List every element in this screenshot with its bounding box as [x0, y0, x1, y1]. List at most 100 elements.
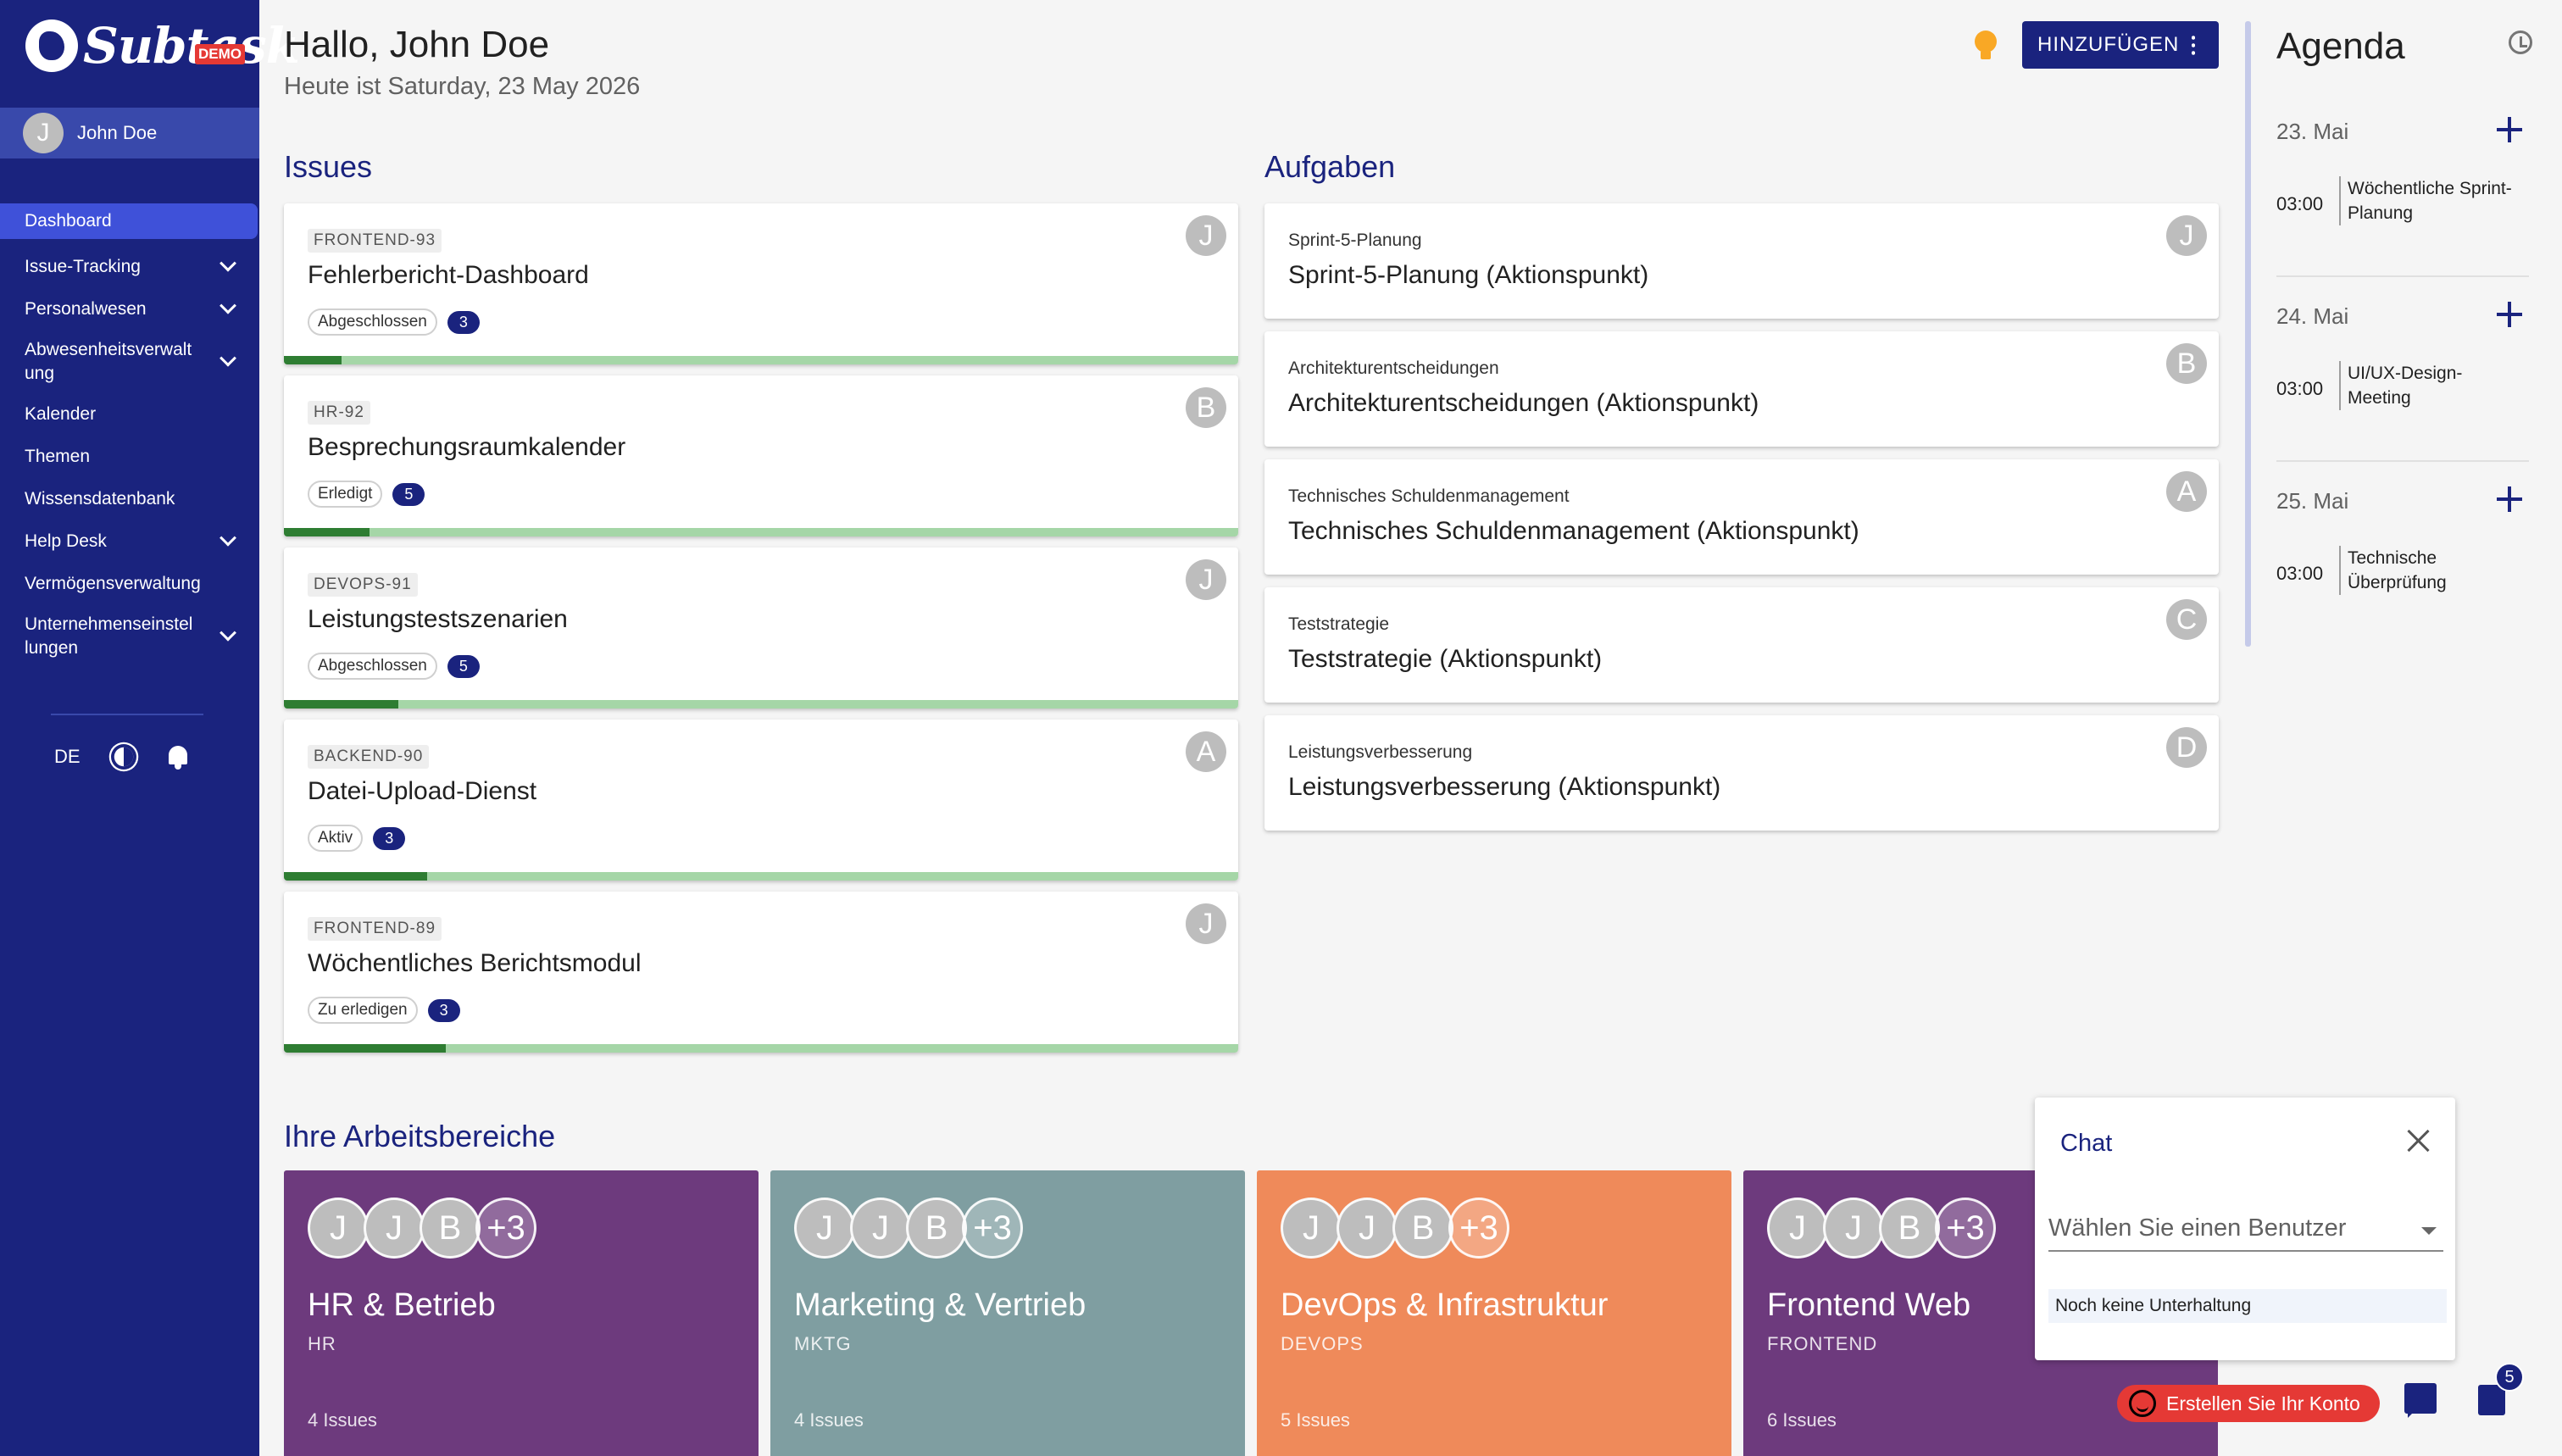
app-logo[interactable]: Subtask [25, 17, 300, 75]
count-badge: 5 [392, 482, 425, 506]
page-title: Hallo, John Doe [284, 24, 550, 65]
progress-bar [284, 872, 1238, 881]
user-profile[interactable]: J John Doe [0, 108, 259, 158]
avatar: D [2166, 727, 2207, 768]
workspace-issue-count: 5 Issues [1281, 1409, 1350, 1431]
workspace-card[interactable]: J J B +3 DevOps & Infrastruktur DEVOPS 5 Issue… [1257, 1170, 1731, 1456]
task-card[interactable]: Sprint-5-Planung Sprint-5-Planung (Aktion… [1264, 203, 2219, 319]
add-icon[interactable] [2495, 485, 2524, 514]
sidebar-item[interactable]: Wissensdatenbank [0, 478, 259, 520]
avatar: J [1186, 215, 1226, 256]
sidebar-item-label: Themen [25, 447, 91, 466]
lightbulb-icon[interactable] [1975, 31, 1997, 59]
sidebar-item-label: Wissensdatenbank [25, 489, 175, 508]
add-button-label: HINZUFÜGEN [2037, 33, 2180, 56]
task-card[interactable]: Architekturentscheidungen Architekturents… [1264, 331, 2219, 447]
task-title: Sprint-5-Planung (Aktionspunkt) [1288, 261, 1649, 289]
avatar: +3 [962, 1198, 1023, 1259]
issue-key: FRONTEND-93 [308, 229, 442, 253]
avatar: J [1281, 1198, 1342, 1259]
issue-key: BACKEND-90 [308, 745, 430, 769]
theme-toggle-icon[interactable] [114, 747, 133, 767]
avatar: J [364, 1198, 425, 1259]
sidebar-item[interactable]: Personalwesen [0, 288, 259, 331]
chat-icon[interactable] [2404, 1383, 2437, 1418]
count-badge: 3 [373, 826, 406, 850]
sidebar-item[interactable]: Vermögensverwaltung [0, 563, 259, 605]
sidebar-item[interactable]: Kalender [0, 393, 259, 436]
sidebar-item-label: Help Desk [25, 531, 107, 551]
avatar: A [1186, 731, 1226, 772]
add-button[interactable]: HINZUFÜGEN [2022, 21, 2219, 69]
task-card[interactable]: Technisches Schuldenmanagement Technische… [1264, 459, 2219, 575]
issue-card[interactable]: FRONTEND-93 Fehlerbericht-Dashboard Abgesc… [284, 203, 1238, 364]
bell-icon[interactable] [167, 744, 189, 770]
task-title: Technisches Schuldenmanagement (Aktionsp… [1288, 517, 1859, 545]
user-select[interactable]: Wählen Sie einen Benutzer [2048, 1206, 2443, 1252]
progress-fill [284, 700, 399, 709]
more-vert-icon [2192, 34, 2195, 56]
agenda-event[interactable]: UI/UX-Design-Meeting [2339, 361, 2526, 410]
sidebar-item[interactable]: Issue-Tracking [0, 246, 259, 288]
agenda-time: 03:00 [2276, 193, 2324, 214]
workspace-name: Frontend Web [1767, 1287, 1971, 1323]
divider [51, 714, 203, 715]
agenda-time: 03:00 [2276, 563, 2324, 584]
add-task-icon[interactable] [2478, 1385, 2505, 1415]
issue-card[interactable]: HR-92 Besprechungsraumkalender Erledigt 5 B [284, 375, 1238, 536]
sidebar-item[interactable]: Dashboard [0, 203, 258, 239]
agenda-time: 03:00 [2276, 378, 2324, 399]
issue-key: DEVOPS-91 [308, 573, 418, 597]
add-icon[interactable] [2495, 300, 2524, 329]
progress-bar [284, 528, 1238, 536]
sidebar-item-label: Abwesenheitsverwalt ung [25, 340, 192, 383]
sidebar-item[interactable]: Help Desk [0, 520, 259, 563]
issue-key: HR-92 [308, 401, 370, 425]
history-icon[interactable] [2509, 31, 2532, 54]
issue-card[interactable]: DEVOPS-91 Leistungstestszenarien Abgeschlo… [284, 547, 1238, 709]
agenda-event[interactable]: Technische Überprüfung [2339, 546, 2526, 595]
agenda-resize-handle[interactable] [2245, 21, 2251, 647]
avatar: +3 [475, 1198, 536, 1259]
sidebar-item[interactable]: Themen [0, 436, 259, 478]
workspaces-title: Ihre Arbeitsbereiche [284, 1119, 556, 1153]
create-account-button[interactable]: Erstellen Sie Ihr Konto [2117, 1385, 2380, 1422]
progress-bar [284, 1044, 1238, 1053]
avatar: J [23, 113, 64, 153]
issue-chips: Aktiv 3 [308, 825, 406, 852]
chevron-down-icon [220, 529, 236, 547]
avatar: J [1186, 559, 1226, 600]
divider [2276, 460, 2529, 462]
count-badge: 3 [447, 310, 480, 334]
demo-badge: DEMO [195, 44, 245, 64]
sidebar-item[interactable]: Abwesenheitsverwalt ung [0, 331, 259, 393]
close-icon[interactable] [2406, 1128, 2431, 1153]
sidebar-item[interactable]: Unternehmenseinstel lungen [0, 605, 259, 668]
language-switch[interactable]: DE [54, 746, 81, 767]
issue-chips: Zu erledigen 3 [308, 997, 460, 1024]
issue-title: Leistungstestszenarien [308, 605, 568, 633]
create-account-label: Erstellen Sie Ihr Konto [2166, 1392, 2360, 1414]
task-parent: Sprint-5-Planung [1288, 231, 1422, 250]
add-icon[interactable] [2495, 115, 2524, 144]
workspace-card[interactable]: J J B +3 Marketing & Vertrieb MKTG 4 Issues [770, 1170, 1245, 1456]
task-card[interactable]: Teststrategie Teststrategie (Aktionspunkt… [1264, 587, 2219, 703]
avatar: J [1186, 903, 1226, 944]
progress-fill [284, 872, 427, 881]
notification-badge: 5 [2495, 1363, 2524, 1392]
status-badge: Erledigt [308, 481, 383, 508]
agenda-event[interactable]: Wöchentliche Sprint-Planung [2339, 176, 2526, 225]
workspace-code: DEVOPS [1281, 1333, 1364, 1354]
avatar: J [1337, 1198, 1398, 1259]
issue-card[interactable]: BACKEND-90 Datei-Upload-Dienst Aktiv 3 A [284, 720, 1238, 881]
status-badge: Aktiv [308, 825, 364, 852]
workspace-name: DevOps & Infrastruktur [1281, 1287, 1609, 1323]
avatar: B [420, 1198, 481, 1259]
issue-card[interactable]: FRONTEND-89 Wöchentliches Berichtsmodul Zu… [284, 892, 1238, 1053]
workspace-card[interactable]: J J B +3 HR & Betrieb HR 4 Issues [284, 1170, 759, 1456]
task-card[interactable]: Leistungsverbesserung Leistungsverbesseru… [1264, 715, 2219, 831]
today-date: Heute ist Saturday, 23 May 2026 [284, 73, 641, 100]
task-parent: Leistungsverbesserung [1288, 742, 1473, 762]
task-parent: Architekturentscheidungen [1288, 358, 1499, 378]
workspace-members: J J B +3 [1281, 1198, 1509, 1259]
